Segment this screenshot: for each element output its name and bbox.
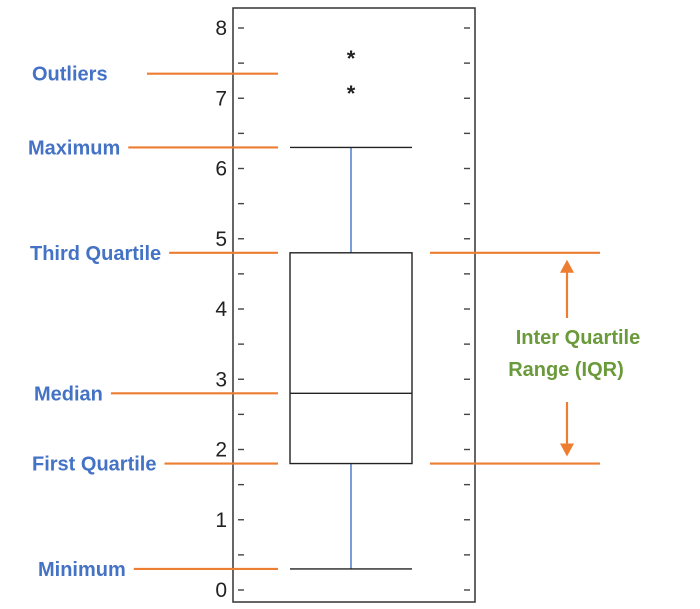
annotation-first-quartile: First Quartile [32, 454, 278, 476]
y-tick-label: 4 [215, 298, 227, 321]
annotation-maximum: Maximum [28, 137, 278, 159]
annotations: Outliers Maximum Third Quartile Median First… [28, 64, 278, 581]
annotation-third-quartile: Third Quartile [30, 243, 278, 265]
y-tick-label: 3 [215, 368, 227, 391]
outlier-point: * [347, 46, 356, 71]
y-axis-ticks [238, 27, 470, 591]
y-axis-tick-labels: 0 1 2 3 4 5 6 7 8 [215, 17, 227, 602]
y-tick-label: 5 [215, 228, 227, 251]
third-quartile-label: Third Quartile [30, 243, 161, 265]
annotation-outliers: Outliers [32, 64, 278, 86]
outliers-label: Outliers [32, 64, 108, 86]
iqr-label-line1: Inter Quartile [516, 327, 640, 349]
iqr-annotation: Inter Quartile Range (IQR) [430, 251, 640, 465]
y-tick-label: 1 [215, 509, 227, 532]
y-tick-label: 7 [215, 87, 227, 110]
annotation-median: Median [34, 383, 278, 405]
box-plot: ** [289, 46, 413, 570]
iqr-label-line2: Range (IQR) [508, 359, 624, 381]
outlier-points: ** [347, 46, 356, 106]
y-tick-label: 2 [215, 439, 227, 462]
arrow-down-icon [560, 443, 574, 457]
y-tick-label: 6 [215, 158, 227, 181]
maximum-label: Maximum [28, 137, 120, 159]
annotation-minimum: Minimum [38, 559, 278, 581]
interquartile-box [289, 252, 413, 465]
arrow-up-icon [560, 259, 574, 273]
outlier-point: * [347, 81, 356, 106]
minimum-label: Minimum [38, 559, 126, 581]
median-label: Median [34, 383, 103, 405]
y-tick-label: 0 [215, 579, 227, 602]
first-quartile-label: First Quartile [32, 454, 156, 476]
y-tick-label: 8 [215, 17, 227, 40]
